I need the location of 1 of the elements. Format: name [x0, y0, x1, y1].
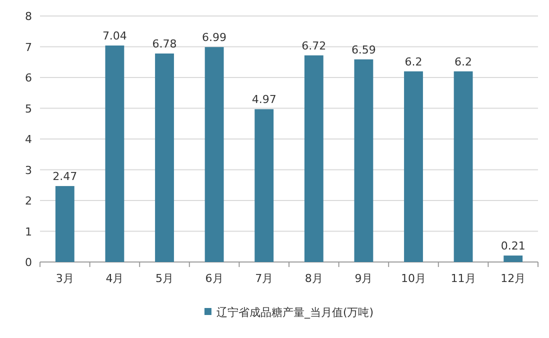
legend: 辽宁省成品糖产量_当月值(万吨)	[204, 306, 374, 319]
